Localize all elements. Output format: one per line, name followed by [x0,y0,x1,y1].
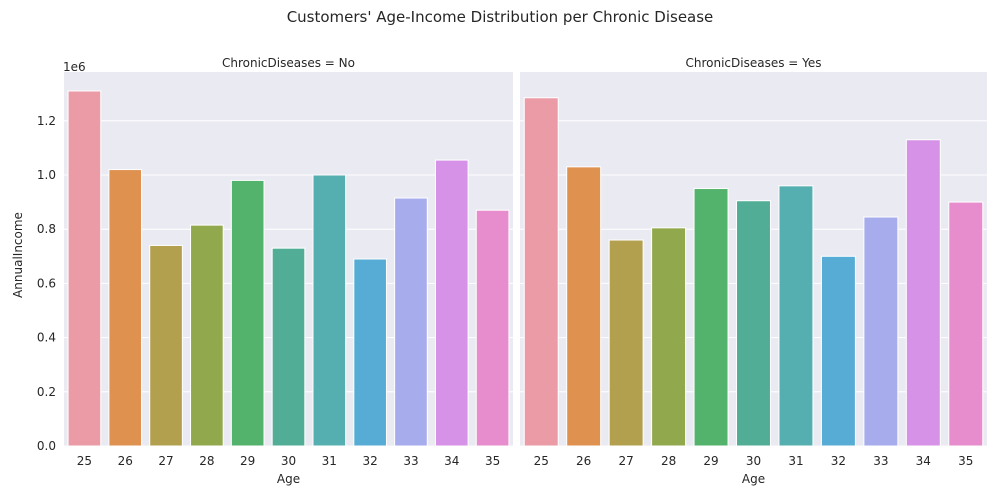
bar [108,169,143,447]
y-axis-offset-label: 1e6 [63,60,86,74]
x-tick-label: 25 [534,454,549,468]
bar [475,209,510,447]
bar [863,216,899,447]
x-tick-label: 32 [831,454,846,468]
x-tick-label: 34 [916,454,931,468]
x-tick-label: 33 [403,454,418,468]
x-tick-label: 30 [281,454,296,468]
x-tick-label: 29 [240,454,255,468]
x-axis-label: Age [742,472,765,486]
x-tick-label: 27 [158,454,173,468]
y-tick-label: 0.2 [37,385,56,399]
bar [651,227,687,447]
x-tick-label: 27 [618,454,633,468]
facet-panel: ChronicDiseases = Yes 25 26 27 28 29 30 31 32 33 3… [520,56,987,486]
y-tick-label: 1.0 [37,168,56,182]
facet-panels: ChronicDiseases = No 25 26 27 28 29 30 31 32 33 34… [37,56,987,486]
x-tick-label: 28 [199,454,214,468]
bar [693,188,729,447]
bar [736,200,771,447]
x-tick-label: 31 [322,454,337,468]
x-tick-label: 28 [661,454,676,468]
bar [394,197,428,447]
bar [608,239,644,447]
x-tick-label: 26 [118,454,133,468]
bar [190,224,224,447]
bar [820,255,856,447]
x-tick-label: 31 [788,454,803,468]
x-tick-label: 35 [485,454,500,468]
chart-title: Customers' Age-Income Distribution per C… [287,8,714,26]
bar [312,174,347,447]
facet-title: ChronicDiseases = No [222,56,355,70]
facet-title: ChronicDiseases = Yes [685,56,821,70]
bar [778,185,814,447]
bar [230,179,265,447]
y-axis-label: AnnualIncome [11,212,25,298]
x-tick-label: 26 [576,454,591,468]
bar [523,97,559,447]
bar [434,159,469,447]
x-tick-label: 25 [77,454,92,468]
y-tick-label: 0.4 [37,331,56,345]
bar [67,90,102,447]
bar [353,258,387,447]
facet-panel: ChronicDiseases = No 25 26 27 28 29 30 31 32 33 34… [37,56,513,486]
bar [271,247,306,447]
bar [948,201,984,447]
x-tick-label: 30 [746,454,761,468]
bar [905,139,941,447]
x-axis-label: Age [277,472,300,486]
bar [149,244,183,447]
x-tick-label: 32 [362,454,377,468]
bar [566,166,602,447]
y-tick-label: 0.8 [37,222,56,236]
y-tick-label: 0.0 [37,439,56,453]
x-tick-label: 33 [873,454,888,468]
x-tick-label: 34 [444,454,459,468]
x-tick-label: 35 [958,454,973,468]
x-tick-label: 29 [703,454,718,468]
y-tick-label: 1.2 [37,114,56,128]
y-tick-label: 0.6 [37,276,56,290]
